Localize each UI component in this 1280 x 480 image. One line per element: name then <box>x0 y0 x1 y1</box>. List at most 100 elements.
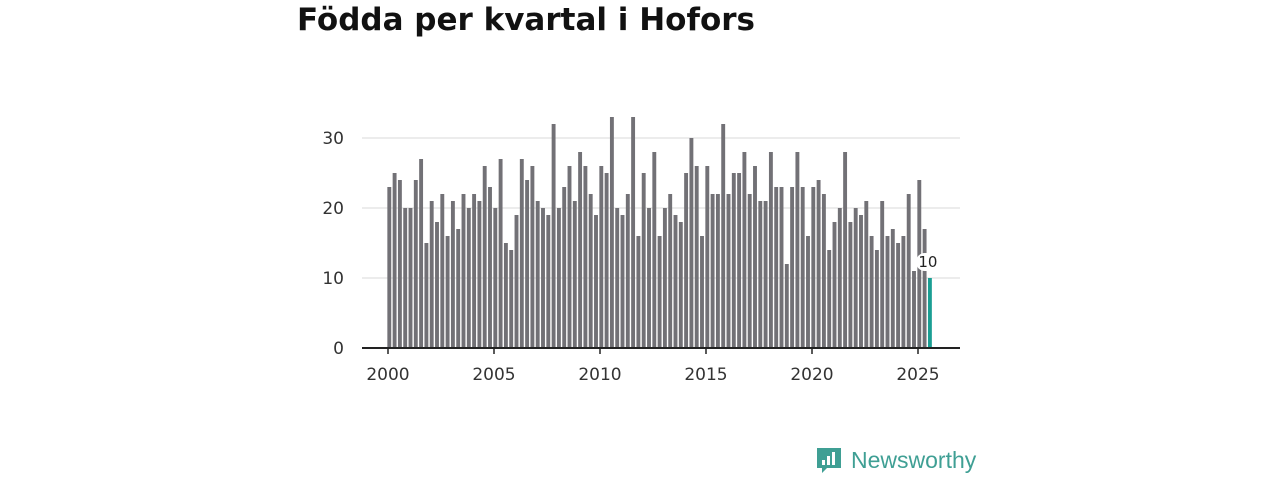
newsworthy-bar-chart-icon <box>817 448 841 473</box>
bar <box>790 187 795 348</box>
bar <box>445 236 450 348</box>
bar <box>429 201 434 348</box>
bar <box>625 194 630 348</box>
bar <box>774 187 779 348</box>
bar <box>493 208 498 348</box>
bar <box>742 152 747 348</box>
bar <box>880 201 885 348</box>
labels: 0 10 20 30 2000 2005 2010 2015 2020 2025 10 <box>322 129 940 385</box>
bar <box>397 180 402 348</box>
bar <box>450 201 455 348</box>
bar <box>583 166 588 348</box>
bar <box>631 117 636 348</box>
bar <box>551 124 556 348</box>
bar <box>652 152 657 348</box>
bar <box>424 243 429 348</box>
bar <box>461 194 466 348</box>
bar <box>662 208 667 348</box>
x-tick-label: 2025 <box>896 365 939 385</box>
bar <box>821 194 826 348</box>
bar <box>678 222 683 348</box>
x-tick-label: 2010 <box>578 365 621 385</box>
bar <box>853 208 858 348</box>
bar <box>737 173 742 348</box>
bar <box>588 194 593 348</box>
bar <box>848 222 853 348</box>
bar <box>763 201 768 348</box>
bar <box>721 124 726 348</box>
y-tick-label: 20 <box>322 199 344 219</box>
bar <box>731 173 736 348</box>
bar <box>519 159 524 348</box>
bar <box>435 222 439 348</box>
bar <box>514 215 519 348</box>
bar <box>896 243 901 348</box>
bar <box>408 208 413 348</box>
y-tick-label: 10 <box>322 269 344 289</box>
bar <box>488 187 492 348</box>
bar <box>647 208 651 348</box>
bar <box>578 152 583 348</box>
bars <box>387 117 932 348</box>
bar <box>392 173 397 348</box>
bar <box>779 187 784 348</box>
bar <box>620 215 625 348</box>
bar <box>567 166 572 348</box>
newsworthy-logo: Newsworthy <box>815 446 976 474</box>
bar <box>599 166 604 348</box>
logo-text: Newsworthy <box>851 446 977 473</box>
bar <box>837 208 842 348</box>
bar <box>684 173 689 348</box>
bar <box>811 187 816 348</box>
bar <box>816 180 821 348</box>
bar <box>498 159 503 348</box>
bar <box>509 250 514 348</box>
bar <box>572 201 577 348</box>
bar <box>705 166 710 348</box>
bar <box>843 152 848 348</box>
bar <box>541 208 545 348</box>
bar <box>615 208 620 348</box>
bar <box>525 180 530 348</box>
bar <box>758 201 763 348</box>
bar <box>530 166 535 348</box>
bar <box>800 187 805 348</box>
bar <box>906 194 911 348</box>
bar <box>700 236 704 348</box>
x-tick-label: 2020 <box>790 365 833 385</box>
x-tick-label: 2000 <box>366 365 409 385</box>
bar <box>726 194 731 348</box>
bar <box>503 243 508 348</box>
chart-title: Födda per kvartal i Hofors <box>297 2 755 38</box>
y-tick-label: 30 <box>322 129 344 149</box>
axes <box>362 347 960 354</box>
bar-highlight <box>927 278 932 348</box>
bar <box>890 229 895 348</box>
bar <box>753 166 757 348</box>
bar <box>832 222 837 348</box>
bar <box>472 194 477 348</box>
y-tick-label: 0 <box>333 339 344 359</box>
value-label-halo <box>915 253 940 271</box>
bar <box>609 117 614 348</box>
bar <box>864 201 869 348</box>
bar <box>556 208 561 348</box>
bar <box>869 236 874 348</box>
bar <box>604 173 609 348</box>
bar <box>482 166 487 348</box>
bar <box>466 208 471 348</box>
bar <box>668 194 673 348</box>
bar <box>859 215 863 348</box>
bar <box>413 180 418 348</box>
bar <box>747 194 752 348</box>
bar <box>546 215 551 348</box>
bar <box>922 229 927 348</box>
bar <box>657 236 662 348</box>
bar <box>562 187 567 348</box>
bar <box>673 215 678 348</box>
bar <box>477 201 482 348</box>
bar <box>784 264 789 348</box>
bar <box>885 236 890 348</box>
